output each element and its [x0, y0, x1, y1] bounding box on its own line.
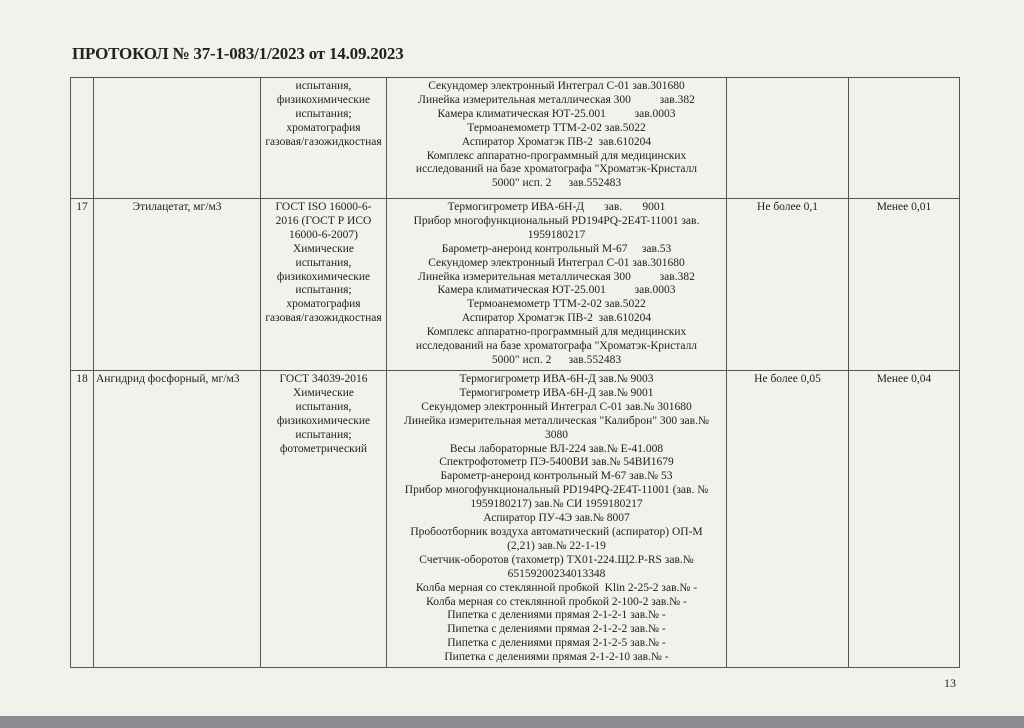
test-method-line: физикохимические	[276, 414, 371, 427]
equipment-list-line: Аспиратор ПУ-4Э зав.№ 8007	[483, 512, 630, 525]
equipment-list: Секундомер электронный Интеграл С-01 зав…	[386, 77, 727, 199]
page-number: 13	[944, 676, 956, 690]
equipment-list-line: Камера климатическая ЮТ-25.001 зав.0003	[437, 284, 676, 297]
indicator-name	[93, 77, 261, 199]
table-row: 18 Ангидрид фосфорный, мг/м3 ГОСТ 34039-20…	[70, 369, 960, 669]
result-value	[848, 77, 960, 199]
equipment-list-line: Барометр-анероид контрольный М-67 зав.№ …	[440, 470, 673, 483]
equipment-list-line: Аспиратор Хроматэк ПВ-2 зав.610204	[461, 135, 652, 148]
protocol-title: ПРОТОКОЛ № 37-1-083/1/2023 от 14.09.2023	[72, 44, 404, 63]
equipment-list-line: Термогигрометр ИВА-6Н-Д зав.№ 9001	[459, 386, 654, 399]
test-method-line: физикохимические	[276, 270, 371, 283]
test-method-line: 2016 (ГОСТ Р ИСО	[275, 214, 372, 227]
equipment-list-line: (2,21) зав.№ 22-1-19	[507, 539, 606, 552]
test-method-line: испытания;	[295, 107, 352, 120]
equipment-list-line: Колба мерная со стеклянной пробкой Klin …	[415, 581, 698, 594]
equipment-list-line: Комплекс аппаратно-программный для медиц…	[426, 326, 687, 339]
test-method-line: испытания;	[295, 284, 352, 297]
equipment-list-line: 65159200234013348	[507, 567, 606, 580]
table-row: 17 Этилацетат, мг/м3 ГОСТ ISO 16000-6- 2016…	[70, 198, 960, 371]
equipment-list-line: Колба мерная со стеклянной пробкой 2-100…	[426, 595, 687, 608]
test-method-line: хроматография	[286, 121, 361, 134]
equipment-list-line: Пипетка с делениями прямая 2-1-2-2 зав.№…	[447, 623, 666, 636]
test-method-line: испытания,	[295, 400, 352, 413]
results-table: испытания, физикохимические испытания; хром…	[70, 77, 960, 669]
equipment-list-line: Термоанемометр ТТМ-2-02 зав.5022	[467, 121, 646, 134]
test-method: испытания, физикохимические испытания; хром…	[260, 77, 387, 199]
test-method-line: фотометрический	[279, 442, 368, 455]
scanner-edge	[0, 716, 1024, 728]
norm-value: Не более 0,05	[726, 369, 849, 669]
test-method-line: испытания,	[295, 80, 352, 92]
equipment-list-line: Счетчик-оборотов (тахометр) ТХ01-224.Щ2.…	[419, 553, 694, 566]
equipment-list-line: Секундомер электронный Интеграл С-01 зав…	[421, 400, 692, 413]
test-method-line: газовая/газожидкостная	[265, 312, 382, 325]
equipment-list-line: Комплекс аппаратно-программный для медиц…	[426, 149, 687, 162]
test-method: ГОСТ 34039-2016 Химические испытания, физик…	[260, 369, 387, 669]
equipment-list-line: Термогигрометр ИВА-6Н-Д зав.№ 9003	[459, 373, 654, 385]
equipment-list-line: Прибор многофункциональный PD194PQ-2E4T-…	[413, 214, 700, 227]
test-method-line: ГОСТ ISO 16000-6-	[275, 201, 372, 213]
equipment-list-line: Секундомер электронный Интеграл С-01 зав…	[428, 256, 685, 269]
equipment-list-line: 1959180217) зав.№ СИ 1959180217	[470, 498, 643, 511]
indicator-name: Этилацетат, мг/м3	[93, 198, 261, 371]
row-number: 17	[70, 198, 94, 371]
equipment-list-line: Термоанемометр ТТМ-2-02 зав.5022	[467, 298, 646, 311]
norm-value	[726, 77, 849, 199]
equipment-list-line: 5000" исп. 2 зав.552483	[491, 177, 622, 190]
equipment-list-line: исследований на базе хроматографа "Хрома…	[415, 340, 698, 353]
norm-value: Не более 0,1	[726, 198, 849, 371]
equipment-list-line: Пипетка с делениями прямая 2-1-2-10 зав.…	[444, 651, 669, 664]
row-number	[70, 77, 94, 199]
test-method-line: ГОСТ 34039-2016	[279, 373, 368, 385]
equipment-list-line: Камера климатическая ЮТ-25.001 зав.0003	[437, 107, 676, 120]
test-method-line: хроматография	[286, 298, 361, 311]
equipment-list: Термогигрометр ИВА-6Н-Д зав.№ 9003 Термог…	[386, 369, 727, 669]
equipment-list-line: Линейка измерительная металлическая "Кал…	[404, 414, 709, 427]
equipment-list-line: 1959180217	[527, 228, 586, 241]
test-method-line: газовая/газожидкостная	[265, 135, 382, 148]
result-value: Менее 0,01	[848, 198, 960, 371]
equipment-list-line: 5000" исп. 2 зав.552483	[491, 353, 622, 366]
test-method-line: испытания,	[295, 256, 352, 269]
row-number: 18	[70, 369, 94, 669]
test-method-line: Химические	[292, 242, 354, 255]
equipment-list-line: исследований на базе хроматографа "Хрома…	[415, 163, 698, 176]
test-method-line: Химические	[292, 386, 354, 399]
equipment-list-line: Линейка измерительная металлическая 300 …	[418, 270, 695, 283]
test-method-line: 16000-6-2007)	[289, 228, 358, 241]
equipment-list-line: Весы лабораторные ВЛ-224 зав.№ Е-41.008	[449, 442, 664, 455]
equipment-list-line: Секундомер электронный Интеграл С-01 зав…	[428, 80, 685, 92]
indicator-name: Ангидрид фосфорный, мг/м3	[93, 369, 261, 669]
equipment-list-line: Спектрофотометр ПЭ-5400ВИ зав.№ 54ВИ1679	[439, 456, 674, 469]
equipment-list-line: Пипетка с делениями прямая 2-1-2-1 зав.№…	[447, 609, 666, 622]
equipment-list-line: Пипетка с делениями прямая 2-1-2-5 зав.№…	[447, 637, 666, 650]
equipment-list: Термогигрометр ИВА-6Н-Д зав. 9001 Прибор …	[386, 198, 727, 371]
test-method-line: физикохимические	[276, 93, 371, 106]
equipment-list-line: Аспиратор Хроматэк ПВ-2 зав.610204	[461, 312, 652, 325]
equipment-list-line: Термогигрометр ИВА-6Н-Д зав. 9001	[447, 201, 666, 213]
equipment-list-line: Барометр-анероид контрольный М-67 зав.53	[441, 242, 672, 255]
table-row: испытания, физикохимические испытания; хром…	[70, 77, 960, 199]
equipment-list-line: 3080	[545, 428, 568, 441]
equipment-list-line: Прибор многофункциональный PD194PQ-2E4T-…	[404, 484, 709, 497]
test-method: ГОСТ ISO 16000-6- 2016 (ГОСТ Р ИСО 16000-6…	[260, 198, 387, 371]
result-value: Менее 0,04	[848, 369, 960, 669]
equipment-list-line: Линейка измерительная металлическая 300 …	[418, 93, 695, 106]
test-method-line: испытания;	[295, 428, 352, 441]
equipment-list-line: Пробоотборник воздуха автоматический (ас…	[410, 525, 703, 538]
